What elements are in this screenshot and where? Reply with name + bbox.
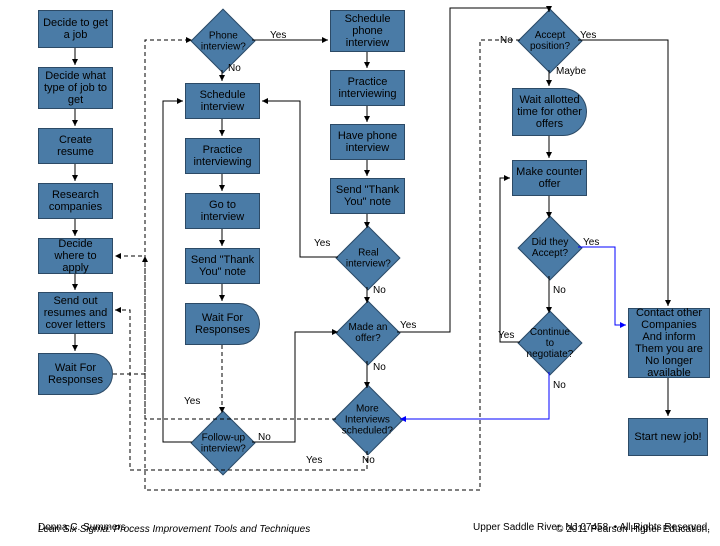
node-decide-where: Decide where to apply <box>38 238 113 274</box>
lbl-yes4: Yes <box>306 455 322 466</box>
lbl-no2: No <box>373 285 386 296</box>
node-practice2: Practice interviewing <box>330 70 405 106</box>
lbl-no6: No <box>500 35 513 46</box>
node-decide-type: Decide what type of job to get <box>38 67 113 109</box>
node-schedule-int: Schedule interview <box>185 83 260 119</box>
lbl-no7: No <box>553 285 566 296</box>
lbl-yes8: Yes <box>498 330 514 341</box>
node-create-resume: Create resume <box>38 128 113 164</box>
node-research: Research companies <box>38 183 113 219</box>
lbl-yes2: Yes <box>314 238 330 249</box>
lbl-maybe: Maybe <box>556 66 586 77</box>
lbl-yes6: Yes <box>580 30 596 41</box>
decision-offer: Made an offer? <box>335 300 400 365</box>
node-wait2: Wait For Responses <box>185 303 260 345</box>
footer-address: Upper Saddle River, NJ 07458. • All Righ… <box>473 522 710 535</box>
node-send-resumes: Send out resumes and cover letters <box>38 292 113 334</box>
node-decide-job: Decide to get a job <box>38 10 113 48</box>
decision-continue: Continue to negotiate? <box>517 310 582 375</box>
decision-did-accept: Did they Accept? <box>517 215 582 280</box>
lbl-yes: Yes <box>270 30 286 41</box>
lbl-yes3: Yes <box>400 320 416 331</box>
lbl-no4: No <box>362 455 375 466</box>
node-thankyou1: Send "Thank You" note <box>185 248 260 284</box>
node-schedule-phone: Schedule phone interview <box>330 10 405 52</box>
node-wait-allotted: Wait allotted time for other offers <box>512 88 587 136</box>
lbl-no3: No <box>373 362 386 373</box>
lbl-no: No <box>228 63 241 74</box>
decision-real: Real interview? <box>335 225 400 290</box>
node-thankyou2: Send "Thank You" note <box>330 178 405 214</box>
node-goto-int: Go to interview <box>185 193 260 229</box>
node-wait1: Wait For Responses <box>38 353 113 395</box>
node-start-job: Start new job! <box>628 418 708 456</box>
lbl-yes5: Yes <box>184 396 200 407</box>
decision-followup: Follow-up interview? <box>190 410 255 475</box>
decision-more: More Interviews scheduled? <box>333 385 404 456</box>
footer-author: Donna C. Summers <box>38 522 126 546</box>
node-practice1: Practice interviewing <box>185 138 260 174</box>
lbl-no8: No <box>553 380 566 391</box>
lbl-no5: No <box>258 432 271 443</box>
decision-phone: Phone interview? <box>190 8 255 73</box>
node-counter: Make counter offer <box>512 160 587 196</box>
lbl-yes7: Yes <box>583 237 599 248</box>
node-have-phone: Have phone interview <box>330 124 405 160</box>
decision-accept: Accept position? <box>517 8 582 73</box>
node-contact-others: Contact other Companies And inform Them … <box>628 308 710 378</box>
